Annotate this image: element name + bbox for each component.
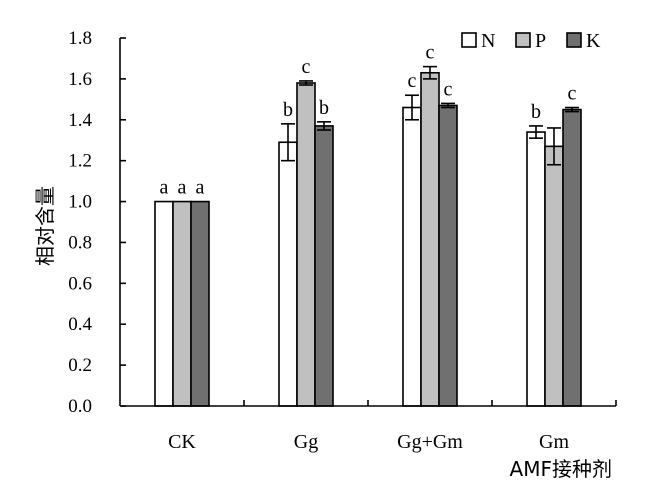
bar-P-Gm: [544, 145, 564, 407]
error-bar-P-Gm: [547, 127, 561, 166]
y-tick-label-1.2: 1.2: [68, 151, 92, 172]
legend-item-P: P: [515, 30, 546, 52]
error-bar-N-Gg+Gm: [405, 94, 419, 121]
sig-label-K-Gm: c: [568, 83, 577, 105]
bar-N-Gg+Gm: [402, 106, 422, 407]
bar-K-Gg+Gm: [438, 104, 458, 407]
error-bar-K-Gm: [565, 106, 579, 113]
y-tick-label-1.0: 1.0: [68, 192, 92, 213]
bar-N-Gm: [526, 131, 546, 407]
bar-K-Gm: [562, 108, 582, 407]
legend-item-K: K: [566, 30, 601, 52]
legend-item-N: N: [461, 30, 495, 52]
sig-label-P-CK: a: [178, 177, 187, 199]
error-bar-K-Gg: [317, 121, 331, 131]
sig-label-K-CK: a: [196, 177, 205, 199]
legend-swatch-P: [515, 32, 531, 48]
bar-P-Gg+Gm: [420, 71, 440, 407]
bar-P-CK: [172, 200, 192, 407]
error-bar-P-Gg+Gm: [423, 65, 437, 80]
bars-layer: [154, 65, 582, 407]
sig-label-P-Gg+Gm: c: [426, 42, 435, 64]
legend-swatch-N: [461, 32, 477, 48]
error-bar-P-Gg: [299, 80, 313, 86]
legend-label-P: P: [535, 30, 546, 52]
y-tick-label-0.4: 0.4: [68, 314, 92, 335]
y-tick-label-0.0: 0.0: [68, 396, 92, 417]
legend-swatch-K: [566, 32, 582, 48]
axes-layer: [119, 37, 617, 407]
sig-label-N-Gg: b: [283, 99, 293, 121]
y-tick-label-1.6: 1.6: [68, 69, 92, 90]
error-bar-K-Gg+Gm: [441, 102, 455, 109]
y-tick-label-0.8: 0.8: [68, 232, 92, 253]
y-axis-title: 相对含量: [33, 186, 57, 266]
x-tick-label-Gm: Gm: [539, 431, 569, 453]
sig-label-N-CK: a: [160, 177, 169, 199]
sig-label-K-Gg: b: [319, 97, 329, 119]
y-tick-label-1.8: 1.8: [68, 28, 92, 49]
error-bar-N-Gm: [529, 125, 543, 139]
x-tick-label-CK: CK: [168, 431, 196, 453]
x-tick-label-Gg: Gg: [294, 431, 318, 453]
bar-N-Gg: [278, 141, 298, 407]
sig-label-P-Gg: c: [302, 56, 311, 78]
sig-label-N-Gg+Gm: c: [408, 70, 417, 92]
sig-label-N-Gm: b: [531, 101, 541, 123]
y-tick-label-0.6: 0.6: [68, 273, 92, 294]
sig-label-K-Gg+Gm: c: [444, 78, 453, 100]
bar-N-CK: [154, 200, 174, 407]
y-tick-label-0.2: 0.2: [68, 355, 92, 376]
legend-label-K: K: [586, 30, 601, 52]
y-tick-label-1.4: 1.4: [68, 110, 92, 131]
error-bar-N-Gg: [281, 123, 295, 162]
labels-layer: a a aCKbcbGgcccGg+GmbcGm0.00.20.40.60.81.0…: [68, 28, 576, 453]
legend-label-N: N: [481, 30, 495, 52]
x-axis-title: AMF接种剂: [510, 457, 612, 481]
x-tick-label-Gg+Gm: Gg+Gm: [397, 431, 463, 453]
bar-K-Gg: [314, 125, 334, 407]
bar-K-CK: [190, 200, 210, 407]
bar-P-Gg: [296, 82, 316, 407]
